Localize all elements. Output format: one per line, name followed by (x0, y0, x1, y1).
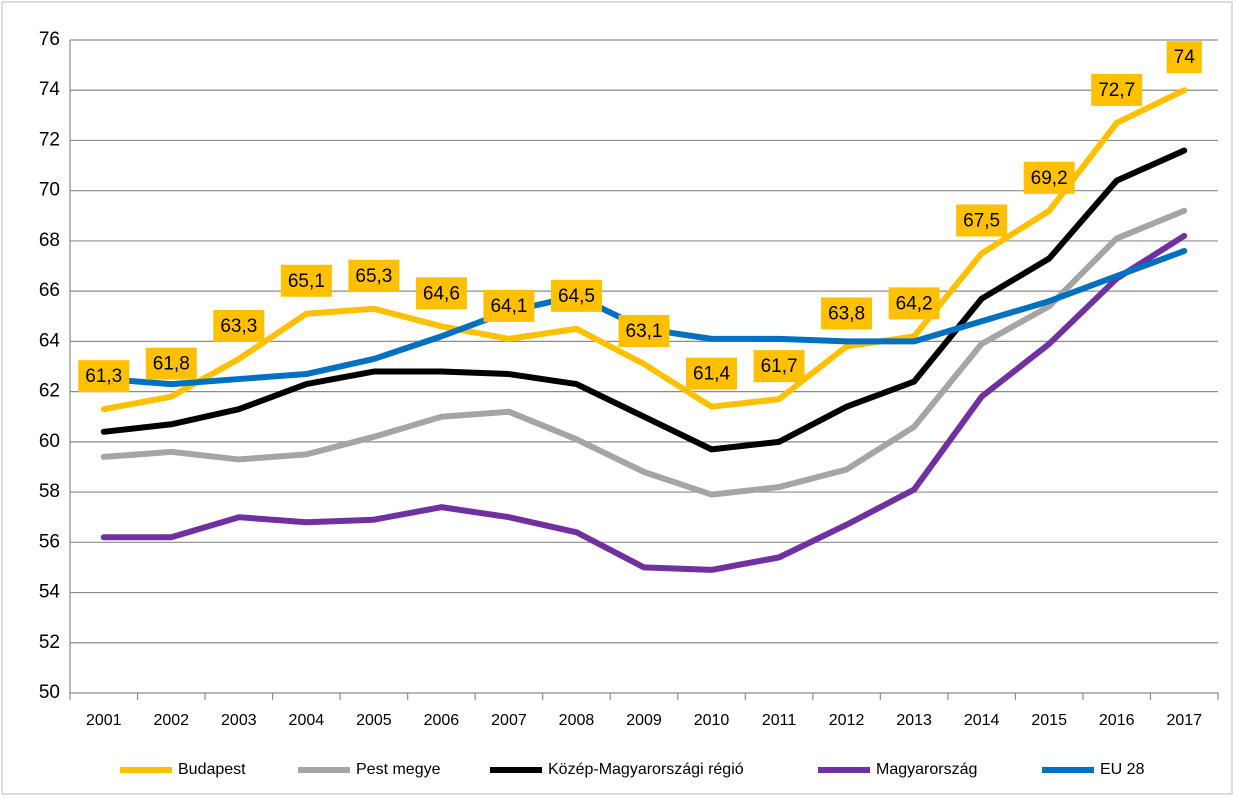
data-label-box (550, 279, 602, 312)
y-tick-label: 72 (39, 129, 60, 150)
data-label-box (145, 347, 197, 380)
y-tick-label: 56 (39, 531, 60, 552)
data-label-box (888, 287, 940, 320)
y-tick-label: 54 (39, 582, 61, 603)
data-label-box (415, 277, 467, 310)
data-label-text: 61,7 (761, 356, 798, 377)
data-label-text: 63,1 (626, 321, 663, 342)
data-label-text: 64,6 (423, 283, 460, 304)
x-tick-label: 2009 (626, 712, 662, 729)
series-line (100, 147, 1188, 453)
data-label-box (753, 350, 805, 383)
x-tick-label: 2004 (289, 712, 325, 729)
data-label-text: 74 (1174, 47, 1196, 68)
data-label-box (213, 309, 265, 342)
data-label-text: 64,1 (490, 296, 527, 317)
y-tick-label: 66 (39, 280, 60, 301)
data-label-box (78, 360, 130, 393)
y-tick-label: 60 (39, 431, 60, 452)
legend-label: Pest megye (356, 761, 441, 778)
data-label: 61,4 (686, 357, 738, 390)
data-label: 72,7 (1091, 73, 1143, 106)
x-tick-label: 2013 (896, 712, 932, 729)
data-label-box (821, 297, 873, 330)
x-tick-label: 2015 (1031, 712, 1067, 729)
data-label: 74 (1166, 41, 1202, 74)
data-label-text: 65,3 (355, 266, 392, 287)
data-label-box (280, 264, 332, 297)
data-label-box (1091, 73, 1143, 106)
series-line (100, 207, 1188, 498)
legend-label: Budapest (178, 761, 246, 778)
data-label-text: 63,8 (828, 303, 865, 324)
data-label: 69,2 (1023, 161, 1075, 194)
data-label: 64,5 (550, 279, 602, 312)
data-label-box (1023, 161, 1075, 194)
x-tick-label: 2011 (762, 712, 797, 729)
x-tick-label: 2012 (829, 712, 865, 729)
data-label-box (686, 357, 738, 390)
x-tick-label: 2005 (356, 712, 392, 729)
data-label-text: 63,3 (220, 316, 257, 337)
data-label: 65,3 (348, 259, 400, 292)
legend-label: Közép-Magyarországi régió (548, 761, 744, 778)
data-label-box (483, 289, 535, 322)
data-label-text: 61,3 (85, 366, 122, 387)
x-tick-label: 2008 (559, 712, 595, 729)
x-tick-label: 2007 (491, 712, 527, 729)
legend-label: Magyarország (876, 761, 977, 778)
data-label: 61,8 (145, 347, 197, 380)
y-tick-label: 62 (39, 381, 60, 402)
y-tick-label: 74 (39, 79, 61, 100)
data-label-text: 64,5 (558, 286, 595, 307)
data-label-text: 65,1 (288, 271, 325, 292)
x-tick-label: 2003 (221, 712, 257, 729)
series-line (100, 232, 1188, 573)
x-tick-label: 2002 (153, 712, 189, 729)
x-tick-label: 2001 (86, 712, 122, 729)
x-tick-label: 2010 (694, 712, 730, 729)
y-tick-label: 64 (39, 330, 61, 351)
data-label-text: 69,2 (1031, 168, 1068, 189)
y-tick-label: 52 (39, 632, 60, 653)
data-label: 63,3 (213, 309, 265, 342)
data-label: 65,1 (280, 264, 332, 297)
data-label-text: 72,7 (1098, 80, 1135, 101)
x-tick-label: 2016 (1099, 712, 1135, 729)
x-tick-label: 2006 (424, 712, 460, 729)
data-label-box (1166, 41, 1202, 74)
legend-label: EU 28 (1100, 761, 1145, 778)
y-tick-label: 58 (39, 481, 60, 502)
data-label: 63,1 (618, 314, 670, 347)
data-label-box (956, 204, 1008, 237)
data-label-text: 67,5 (963, 210, 1000, 231)
y-tick-label: 70 (39, 180, 60, 201)
data-label-text: 64,2 (896, 293, 933, 314)
y-tick-label: 50 (39, 682, 60, 703)
y-tick-label: 68 (39, 230, 60, 251)
data-label: 61,7 (753, 350, 805, 383)
data-label-text: 61,8 (153, 354, 190, 375)
series-line (100, 87, 1188, 413)
x-tick-label: 2014 (964, 712, 1000, 729)
data-label-box (618, 314, 670, 347)
data-label: 64,2 (888, 287, 940, 320)
data-label: 64,6 (415, 277, 467, 310)
data-label: 67,5 (956, 204, 1008, 237)
data-label: 64,1 (483, 289, 535, 322)
data-label-box (348, 259, 400, 292)
data-label: 61,3 (78, 360, 130, 393)
data-label: 63,8 (821, 297, 873, 330)
y-tick-label: 76 (39, 29, 60, 50)
x-tick-label: 2017 (1166, 712, 1202, 729)
data-label-text: 61,4 (693, 364, 730, 385)
